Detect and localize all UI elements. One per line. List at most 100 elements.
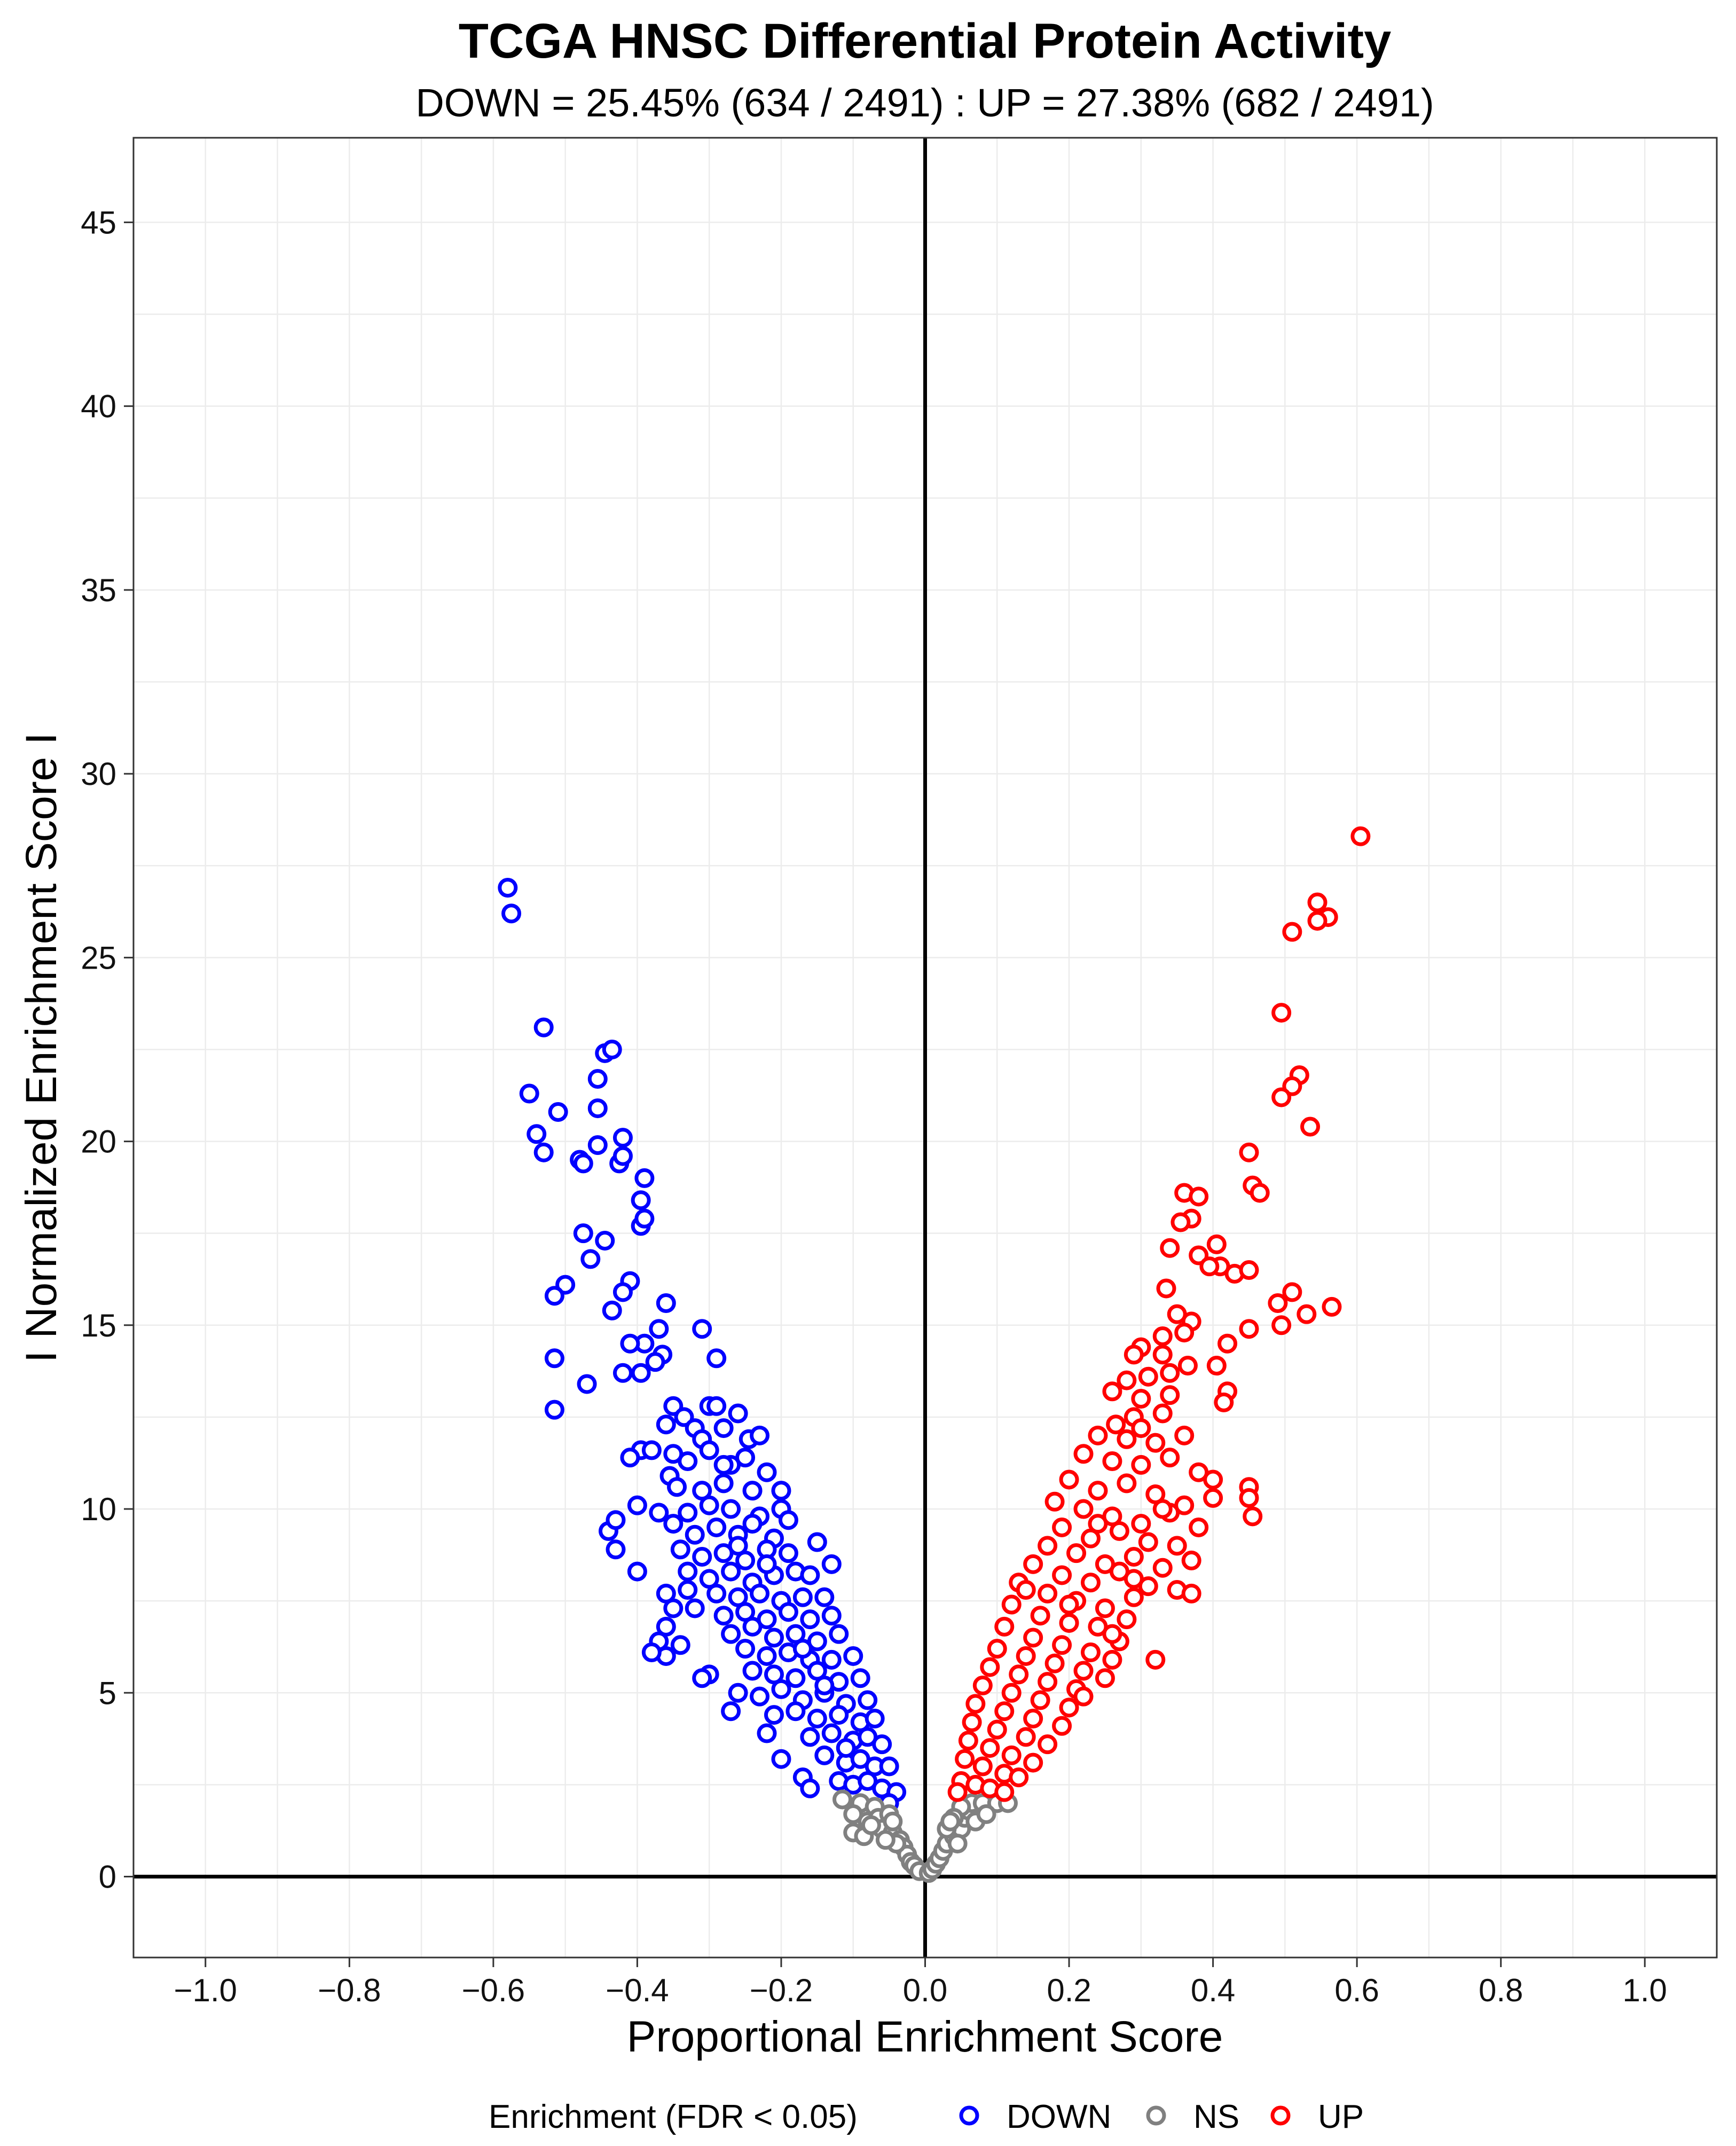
y-tick-label: 35 bbox=[81, 572, 116, 608]
point-up bbox=[1073, 1661, 1094, 1681]
point-up bbox=[1217, 1333, 1238, 1354]
point-down bbox=[836, 1738, 856, 1758]
point-up bbox=[1271, 1315, 1292, 1335]
point-up bbox=[1001, 1594, 1022, 1615]
point-down bbox=[670, 1539, 690, 1560]
point-down bbox=[606, 1510, 626, 1530]
point-up bbox=[1239, 1488, 1259, 1508]
point-up bbox=[1131, 1455, 1151, 1475]
point-down bbox=[807, 1708, 827, 1728]
point-up bbox=[972, 1676, 993, 1696]
point-up bbox=[1102, 1451, 1122, 1472]
point-up bbox=[1160, 1363, 1180, 1383]
point-up bbox=[1030, 1690, 1050, 1710]
y-axis-title: I Normalized Enrichment Score I bbox=[17, 733, 66, 1363]
point-down bbox=[706, 1583, 727, 1603]
point-down bbox=[587, 1069, 608, 1089]
point-up bbox=[1102, 1381, 1122, 1402]
y-tick-label: 5 bbox=[99, 1675, 116, 1711]
point-up bbox=[1199, 1256, 1220, 1277]
point-down bbox=[519, 1083, 539, 1104]
point-down bbox=[692, 1547, 712, 1567]
point-up bbox=[1124, 1569, 1144, 1589]
point-ns bbox=[947, 1834, 968, 1854]
point-up bbox=[1009, 1767, 1029, 1788]
point-down bbox=[527, 1124, 547, 1144]
point-down bbox=[692, 1319, 712, 1339]
x-tick-label: −0.6 bbox=[462, 1972, 525, 2008]
x-tick-label: 0.6 bbox=[1334, 1972, 1379, 2008]
point-down bbox=[713, 1455, 734, 1475]
point-down bbox=[573, 1223, 593, 1244]
point-down bbox=[573, 1153, 593, 1174]
point-down bbox=[544, 1286, 564, 1306]
point-up bbox=[1059, 1697, 1079, 1718]
point-down bbox=[678, 1451, 698, 1472]
point-ns bbox=[861, 1815, 881, 1835]
point-up bbox=[958, 1731, 978, 1751]
legend-ns-label: NS bbox=[1193, 2098, 1239, 2135]
point-down bbox=[721, 1561, 741, 1582]
point-down bbox=[879, 1756, 899, 1776]
legend-down-marker bbox=[959, 2105, 979, 2126]
point-down bbox=[757, 1462, 777, 1482]
point-down bbox=[829, 1624, 849, 1644]
point-up bbox=[1023, 1554, 1043, 1574]
point-down bbox=[663, 1598, 684, 1618]
y-tick-label: 20 bbox=[81, 1124, 116, 1160]
point-up bbox=[1282, 922, 1302, 942]
point-up bbox=[1239, 1142, 1259, 1162]
point-up bbox=[1030, 1606, 1050, 1626]
point-up bbox=[1171, 1212, 1191, 1232]
point-up bbox=[1124, 1547, 1144, 1567]
point-ns bbox=[875, 1830, 896, 1850]
point-down bbox=[533, 1017, 554, 1037]
point-down bbox=[667, 1477, 687, 1497]
point-up bbox=[1138, 1532, 1158, 1552]
point-up bbox=[972, 1756, 993, 1776]
point-up bbox=[1271, 1087, 1292, 1107]
point-up bbox=[947, 1782, 968, 1802]
point-down bbox=[742, 1616, 763, 1637]
point-down bbox=[706, 1348, 727, 1369]
point-ns bbox=[940, 1811, 961, 1831]
point-up bbox=[1038, 1672, 1058, 1692]
point-down bbox=[872, 1734, 892, 1755]
point-down bbox=[829, 1705, 849, 1725]
x-tick-label: 0.0 bbox=[903, 1972, 947, 2008]
point-down bbox=[606, 1539, 626, 1560]
point-down bbox=[620, 1448, 640, 1468]
point-down bbox=[692, 1668, 712, 1688]
point-ns bbox=[883, 1811, 903, 1831]
x-tick-label: −0.4 bbox=[606, 1972, 669, 2008]
point-down bbox=[498, 878, 518, 898]
x-axis-title: Proportional Enrichment Score bbox=[627, 2013, 1223, 2061]
point-ns bbox=[832, 1789, 853, 1810]
point-down bbox=[656, 1293, 676, 1313]
point-up bbox=[1095, 1668, 1115, 1688]
point-up bbox=[1160, 1448, 1180, 1468]
point-down bbox=[814, 1587, 835, 1607]
point-down bbox=[771, 1749, 791, 1769]
point-down bbox=[612, 1146, 633, 1166]
point-up bbox=[980, 1657, 1000, 1677]
point-up bbox=[994, 1616, 1015, 1637]
point-up bbox=[1181, 1550, 1201, 1570]
point-down bbox=[685, 1598, 705, 1618]
point-down bbox=[728, 1683, 748, 1703]
point-up bbox=[1023, 1628, 1043, 1648]
point-down bbox=[735, 1639, 756, 1659]
point-up bbox=[1080, 1642, 1101, 1663]
point-down bbox=[792, 1639, 813, 1659]
point-up bbox=[1322, 1296, 1342, 1317]
point-down bbox=[785, 1701, 806, 1721]
point-down bbox=[800, 1609, 820, 1630]
point-up bbox=[987, 1639, 1007, 1659]
point-down bbox=[800, 1565, 820, 1585]
point-down bbox=[580, 1249, 601, 1269]
point-up bbox=[1102, 1624, 1122, 1644]
point-down bbox=[778, 1602, 798, 1622]
x-tick-label: −0.2 bbox=[750, 1972, 813, 2008]
point-up bbox=[1117, 1473, 1137, 1493]
